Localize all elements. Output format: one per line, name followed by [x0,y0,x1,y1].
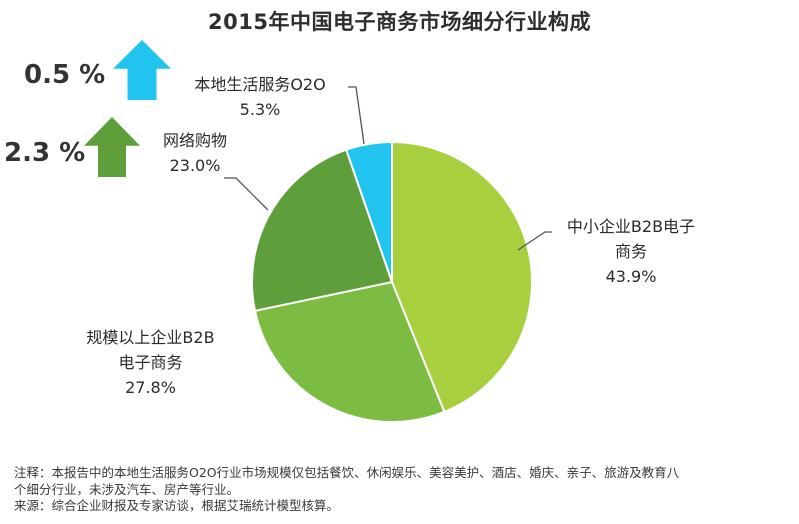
footnote-line: 注释：本报告中的本地生活服务O2O行业市场规模仅包括餐饮、休闲娱乐、美容美护、酒… [14,465,680,480]
leader-line-online [224,177,269,211]
up-arrow-o2o-icon [113,40,171,100]
pie-slice-b2b-large [253,280,446,423]
footnote: 注释：本报告中的本地生活服务O2O行业市场规模仅包括餐饮、休闲娱乐、美容美护、酒… [14,465,789,515]
slice-label-b2b-large: 规模以上企业B2B 电子商务 27.8% [58,325,243,400]
slice-label-b2b-small: 中小企业B2B电子 商务 43.9% [556,214,706,289]
slice-label-line: 规模以上企业B2B [86,328,215,347]
leader-line-o2o [348,86,365,145]
slice-value-label: 43.9% [605,267,657,286]
up-arrow-online-shopping-icon [84,117,140,177]
slice-value-label: 23.0% [169,156,221,175]
slice-label-line: 网络购物 [162,131,227,150]
pie-slice-online-shopping [251,148,394,313]
source-note: 来源：综合企业财报及专家访谈，根据艾瑞统计模型核算。 [14,498,340,513]
slice-label-line: 商务 [614,242,647,261]
pie-chart [84,40,552,423]
pie-slice-local-o2o [344,140,393,283]
chart-title: 2015年中国电子商务市场细分行业构成 [208,10,591,34]
slice-value-label: 5.3% [239,100,281,119]
slice-label-local-o2o: 本地生活服务O2O 5.3% [170,72,350,122]
leader-line-b2b-small [517,231,552,251]
growth-value-online-shopping: 2.3 % [4,138,86,168]
slice-label-line: 本地生活服务O2O [194,75,326,94]
footnote-line: 个细分行业，未涉及汽车、房产等行业。 [14,481,240,497]
slice-label-line: 中小企业B2B电子 [566,217,696,236]
slice-label-line: 电子商务 [118,353,183,372]
pie-slice-b2b-small [391,140,533,414]
growth-value-o2o: 0.5 % [24,60,106,90]
slice-value-label: 27.8% [125,378,176,397]
slice-label-online-shopping: 网络购物 23.0% [120,128,270,178]
